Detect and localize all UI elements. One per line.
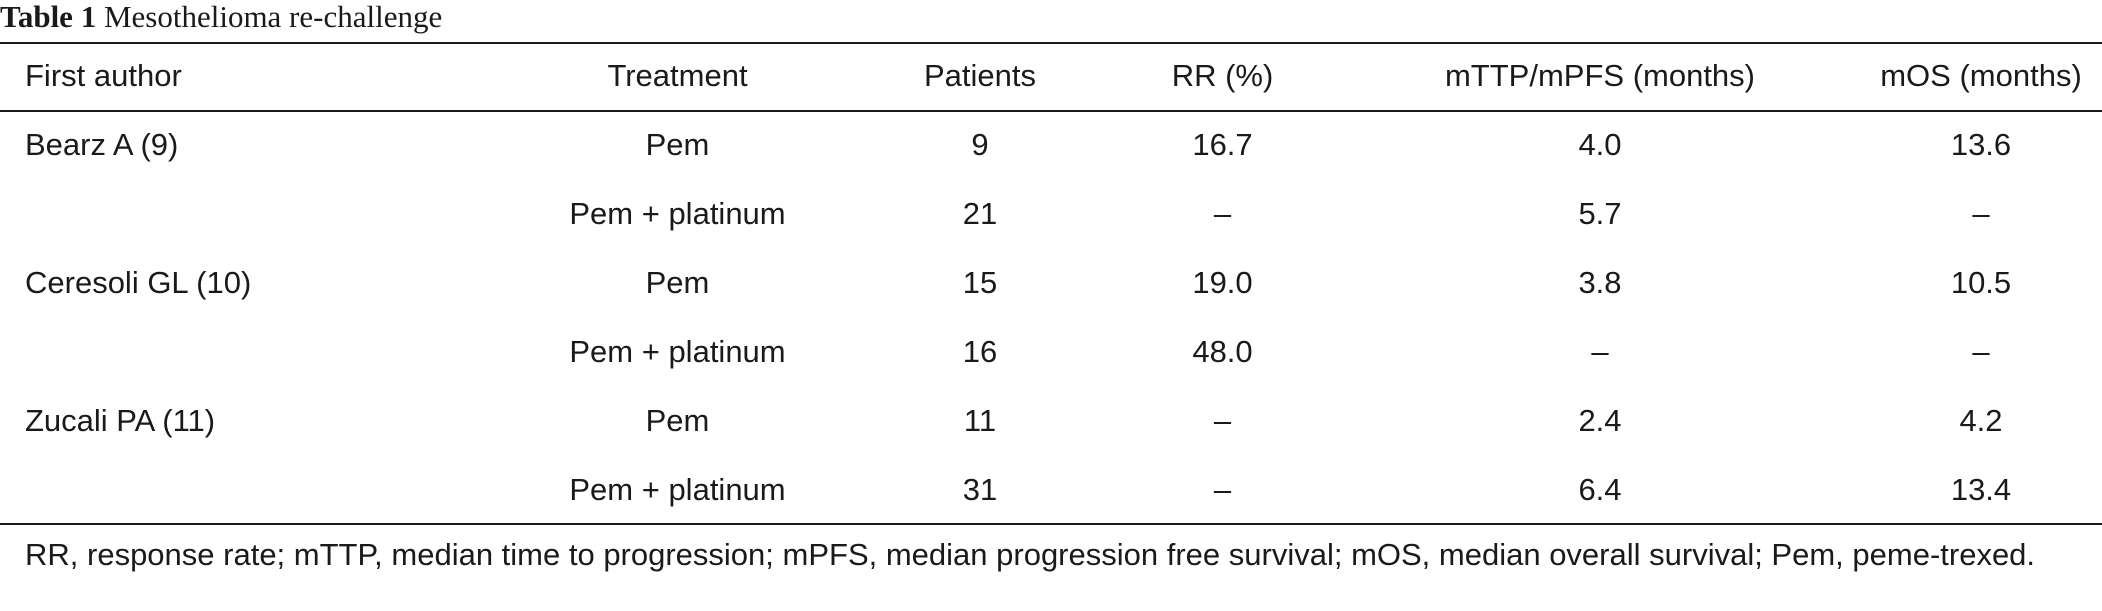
table-caption-label: Table 1 xyxy=(0,0,97,34)
cell-first-author: Ceresoli GL (10) xyxy=(25,264,252,300)
cell-patients: 16 xyxy=(962,333,998,369)
cell-treatment: Pem + platinum xyxy=(569,471,786,507)
cell-rr: – xyxy=(1213,195,1232,231)
cell-mos: 4.2 xyxy=(1959,402,2003,438)
table-row: Pem + platinum 21 – 5.7 – xyxy=(0,179,2102,248)
cell-mos: – xyxy=(1972,195,1990,231)
cell-first-author: Bearz A (9) xyxy=(25,126,179,162)
cell-mos: 13.4 xyxy=(1950,471,2012,507)
table-caption-title: Mesothelioma re-challenge xyxy=(103,0,443,34)
bottom-rule xyxy=(0,523,2102,525)
column-header-rr: RR (%) xyxy=(1171,58,1274,93)
column-header-first-author: First author xyxy=(25,58,182,93)
cell-rr: 16.7 xyxy=(1192,126,1253,162)
cell-first-author xyxy=(0,179,500,248)
cell-treatment: Pem xyxy=(645,264,710,300)
cell-patients: 9 xyxy=(971,126,989,162)
table-row: Pem + platinum 31 – 6.4 13.4 xyxy=(0,455,2102,524)
cell-mttp-mpfs: 5.7 xyxy=(1578,195,1622,231)
cell-mos: 10.5 xyxy=(1950,264,2012,300)
cell-treatment: Pem xyxy=(645,126,710,162)
cell-rr: 19.0 xyxy=(1192,264,1253,300)
cell-patients: 15 xyxy=(962,264,998,300)
cell-first-author: Zucali PA (11) xyxy=(25,402,216,438)
table-footnote: RR, response rate; mTTP, median time to … xyxy=(25,537,2036,572)
table-row: Pem + platinum 16 48.0 – – xyxy=(0,317,2102,386)
table-row: Bearz A (9) Pem 9 16.7 4.0 13.6 xyxy=(0,110,2102,179)
cell-treatment: Pem + platinum xyxy=(569,333,786,369)
cell-mos: – xyxy=(1972,333,1990,369)
header-rule xyxy=(0,110,2102,112)
cell-rr: – xyxy=(1213,402,1232,438)
cell-first-author xyxy=(0,455,500,524)
table-caption: Table 1 Mesothelioma re-challenge xyxy=(0,0,442,40)
table-row: Zucali PA (11) Pem 11 – 2.4 4.2 xyxy=(0,386,2102,455)
column-header-mttp-mpfs: mTTP/mPFS (months) xyxy=(1444,58,1755,93)
cell-first-author xyxy=(0,317,500,386)
cell-treatment: Pem xyxy=(645,402,710,438)
cell-rr: 48.0 xyxy=(1192,333,1253,369)
cell-treatment: Pem + platinum xyxy=(569,195,786,231)
table-row: Ceresoli GL (10) Pem 15 19.0 3.8 10.5 xyxy=(0,248,2102,317)
cell-patients: 31 xyxy=(962,471,998,507)
cell-mttp-mpfs: 2.4 xyxy=(1578,402,1622,438)
top-rule xyxy=(0,42,2102,44)
data-table: First author Treatment Patients RR (%) m… xyxy=(0,42,2102,524)
cell-mos: 13.6 xyxy=(1950,126,2012,162)
column-header-patients: Patients xyxy=(923,58,1036,93)
cell-mttp-mpfs: 3.8 xyxy=(1578,264,1622,300)
cell-mttp-mpfs: 4.0 xyxy=(1578,126,1622,162)
column-header-mos: mOS (months) xyxy=(1880,58,2082,93)
cell-patients: 21 xyxy=(962,195,998,231)
cell-mttp-mpfs: – xyxy=(1591,333,1609,369)
cell-mttp-mpfs: 6.4 xyxy=(1578,471,1622,507)
table-header-row: First author Treatment Patients RR (%) m… xyxy=(0,42,2102,110)
cell-rr: – xyxy=(1213,471,1232,507)
column-header-treatment: Treatment xyxy=(607,58,748,93)
cell-patients: 11 xyxy=(963,402,997,438)
